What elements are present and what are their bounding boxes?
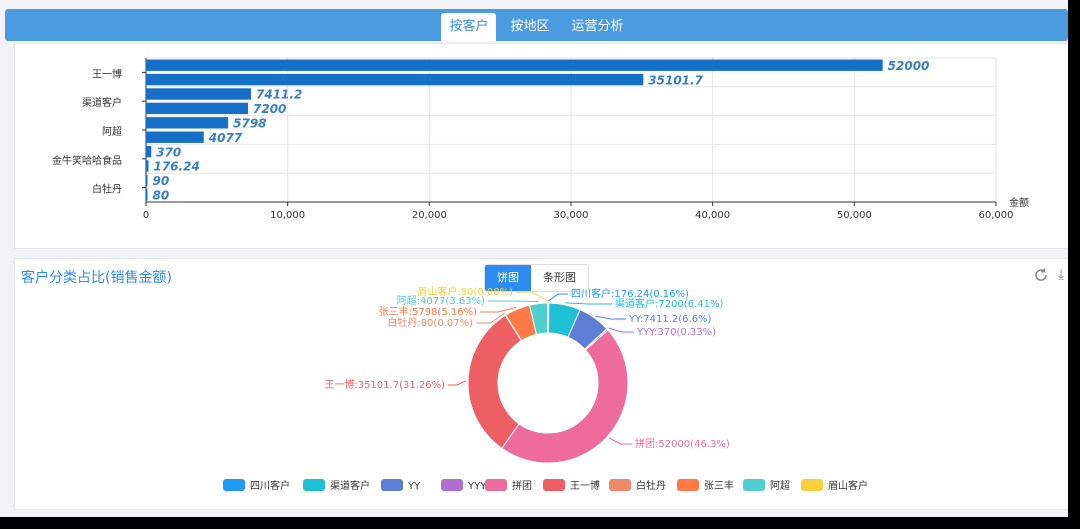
x-tick-label: 30,000 bbox=[554, 210, 589, 221]
bar-value-label: 80 bbox=[153, 189, 170, 203]
bar-value-label: 90 bbox=[153, 174, 170, 188]
bar-type-button[interactable]: 条形图 bbox=[531, 265, 588, 291]
pie-slice-label: 渠道客户:7200(6.41%) bbox=[615, 297, 723, 310]
bar bbox=[146, 160, 149, 172]
bar bbox=[146, 88, 251, 100]
chart-type-switch: 饼图 条形图 bbox=[484, 264, 589, 292]
legend-label: 四川客户 bbox=[250, 479, 290, 492]
pie-label-line bbox=[516, 291, 549, 302]
legend-swatch bbox=[485, 479, 507, 491]
legend-swatch bbox=[543, 479, 565, 491]
export-icon[interactable]: ⤓ bbox=[1058, 267, 1065, 283]
pie-type-button[interactable]: 饼图 bbox=[485, 265, 531, 291]
bar bbox=[146, 174, 148, 187]
pie-slice-label: YY:7411.2(6.6%) bbox=[628, 314, 712, 325]
pie-label-line bbox=[488, 300, 539, 303]
pie-label-line bbox=[548, 293, 568, 302]
x-tick-label: 20,000 bbox=[412, 210, 447, 221]
bar-value-label: 35101.7 bbox=[648, 73, 703, 87]
x-tick-label: 40,000 bbox=[695, 210, 730, 221]
x-tick-label: 10,000 bbox=[270, 210, 305, 221]
bar bbox=[146, 131, 204, 143]
tab-operations-analysis[interactable]: 运营分析 bbox=[571, 19, 624, 34]
bar-chart-card: 0 10,000 20,000 30,000 40,000 50,000 60,000 金额 5… bbox=[14, 43, 1068, 249]
y-category-label: 渠道客户 bbox=[82, 96, 122, 109]
legend-label: 拼团 bbox=[512, 479, 532, 492]
bar bbox=[146, 145, 152, 158]
pie-label-line bbox=[608, 437, 632, 445]
pie-slice-label: 眉山客户:90(0.08%) bbox=[417, 285, 513, 298]
legend-swatch bbox=[223, 479, 245, 491]
legend-swatch bbox=[743, 479, 765, 491]
legend-label: YYY bbox=[467, 481, 487, 492]
app-frame: 按客户 按地区 运营分析 0 10,000 20,000 30,000 40,000 50… bbox=[0, 0, 1068, 517]
pie-slice bbox=[501, 329, 629, 464]
customer-pie-chart: 四川客户:176.24(0.16%)渠道客户:7200(6.41%) YY:741… bbox=[223, 285, 868, 492]
bar-value-label: 4077 bbox=[208, 131, 243, 145]
legend-swatch bbox=[677, 479, 699, 491]
bar bbox=[146, 59, 883, 71]
pie-label-line bbox=[448, 380, 467, 386]
legend-label: 王一博 bbox=[570, 479, 600, 492]
pie-label-line bbox=[608, 327, 634, 333]
legend-swatch bbox=[441, 479, 463, 491]
bar bbox=[146, 189, 148, 201]
pie-slice-label: 王一博:35101.7(31.26%) bbox=[324, 378, 445, 391]
x-tick-label: 50,000 bbox=[837, 210, 872, 221]
pie-slice-label: 张三丰:5798(5.16%) bbox=[379, 305, 477, 318]
bar-value-label: 370 bbox=[156, 145, 181, 159]
bar-value-label: 7411.2 bbox=[256, 88, 302, 102]
bar bbox=[146, 102, 248, 115]
legend-label: 眉山客户 bbox=[828, 479, 868, 492]
legend-swatch bbox=[303, 479, 325, 491]
pie-label-line bbox=[595, 315, 626, 320]
bar-value-label: 52000 bbox=[888, 59, 930, 73]
x-axis-title: 金额 bbox=[1009, 196, 1029, 209]
legend-label: 阿超 bbox=[770, 479, 790, 492]
tab-by-region[interactable]: 按地区 bbox=[510, 19, 550, 34]
section-title: 客户分类占比(销售金额) bbox=[21, 270, 172, 286]
tab-by-customer[interactable]: 按客户 bbox=[441, 13, 497, 41]
legend-label: YY bbox=[407, 481, 421, 492]
x-tick-label: 60,000 bbox=[979, 210, 1014, 221]
bar-value-label: 7200 bbox=[253, 102, 286, 116]
y-category-label: 王一博 bbox=[92, 67, 122, 80]
top-tab-bar: 按客户 按地区 运营分析 bbox=[5, 9, 1068, 41]
pie-label-line bbox=[565, 302, 612, 305]
pie-label-line bbox=[476, 313, 505, 324]
pie-slice bbox=[467, 314, 523, 450]
legend-swatch bbox=[609, 479, 631, 491]
legend-label: 渠道客户 bbox=[330, 479, 370, 492]
pie-slice-label: 阿超:4077(3.63%) bbox=[397, 294, 485, 307]
pie-slice-label: 白牡丹:80(0.07%) bbox=[387, 316, 473, 329]
refresh-icon[interactable] bbox=[1033, 267, 1049, 287]
legend-swatch bbox=[801, 479, 823, 491]
legend-swatch bbox=[381, 479, 403, 491]
legend-label: 白牡丹 bbox=[636, 479, 666, 492]
x-tick-label: 0 bbox=[143, 210, 149, 221]
pie-chart-card: 客户分类占比(销售金额) 饼图 条形图 ⤓ 四川客户:176.24(0.16%)… bbox=[14, 258, 1068, 510]
y-category-label: 金牛笑哈哈食品 bbox=[52, 154, 122, 167]
pie-slice-label: 拼团:52000(46.3%) bbox=[635, 437, 730, 450]
pie-label-line bbox=[480, 306, 517, 313]
bar-value-label: 5798 bbox=[233, 117, 266, 131]
bar-value-label: 176.24 bbox=[153, 160, 199, 174]
y-category-label: 白牡丹 bbox=[92, 183, 122, 196]
bar bbox=[146, 73, 644, 86]
legend-label: 张三丰 bbox=[704, 479, 734, 492]
pie-slice-label: 四川客户:176.24(0.16%) bbox=[571, 287, 689, 300]
pie-slice-label: YYY:370(0.33%) bbox=[636, 327, 716, 338]
bar bbox=[146, 117, 229, 129]
y-category-label: 阿超 bbox=[102, 125, 122, 138]
